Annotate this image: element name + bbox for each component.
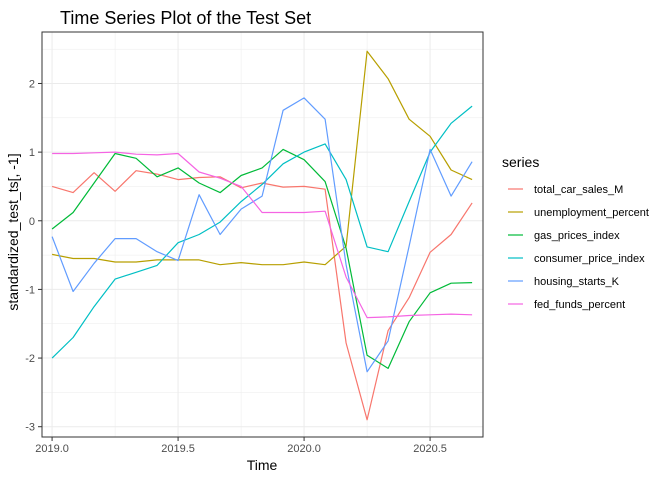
legend-label: fed_funds_percent [534,299,625,311]
x-axis-label: Time [247,457,278,473]
minor-gridlines [42,32,483,437]
y-tick-label: -2 [25,353,35,365]
y-axis-label: standardized_test_ts[, -1] [5,153,21,310]
legend-label: housing_starts_K [534,276,620,288]
series-line-unemployment-percent [51,50,473,266]
series-lines [51,50,473,421]
series-line-consumer-price-index [51,105,473,359]
legend-label: unemployment_percent [534,207,649,219]
y-tick-label: 0 [29,216,35,228]
panel-border [41,31,484,438]
y-tick-label: 1 [29,147,35,159]
legend-title: series [502,154,539,170]
series-line-gas-prices-index [51,148,473,369]
legend-label: gas_prices_index [534,230,620,242]
series-line-fed-funds-percent [52,151,473,319]
x-axis-ticks: 2019.0 2019.5 2020.0 2020.5 [35,437,447,455]
legend-label: total_car_sales_M [534,184,623,196]
y-axis-ticks: -3 -2 -1 0 1 2 [25,78,42,434]
chart-title: Time Series Plot of the Test Set [60,8,311,28]
y-tick-label: 2 [29,78,35,90]
y-tick-label: -3 [25,422,35,434]
x-tick-label: 2020.5 [413,443,447,455]
x-tick-label: 2019.5 [161,443,195,455]
series-line-total-car-sales-M [51,170,473,421]
x-tick-label: 2020.0 [287,443,321,455]
y-tick-label: -1 [25,284,35,296]
series-line-housing-starts-K [51,97,473,373]
x-tick-label: 2019.0 [35,443,69,455]
legend-label: consumer_price_index [534,253,645,265]
legend: series total_car_sales_M unemployment_per… [502,154,649,311]
